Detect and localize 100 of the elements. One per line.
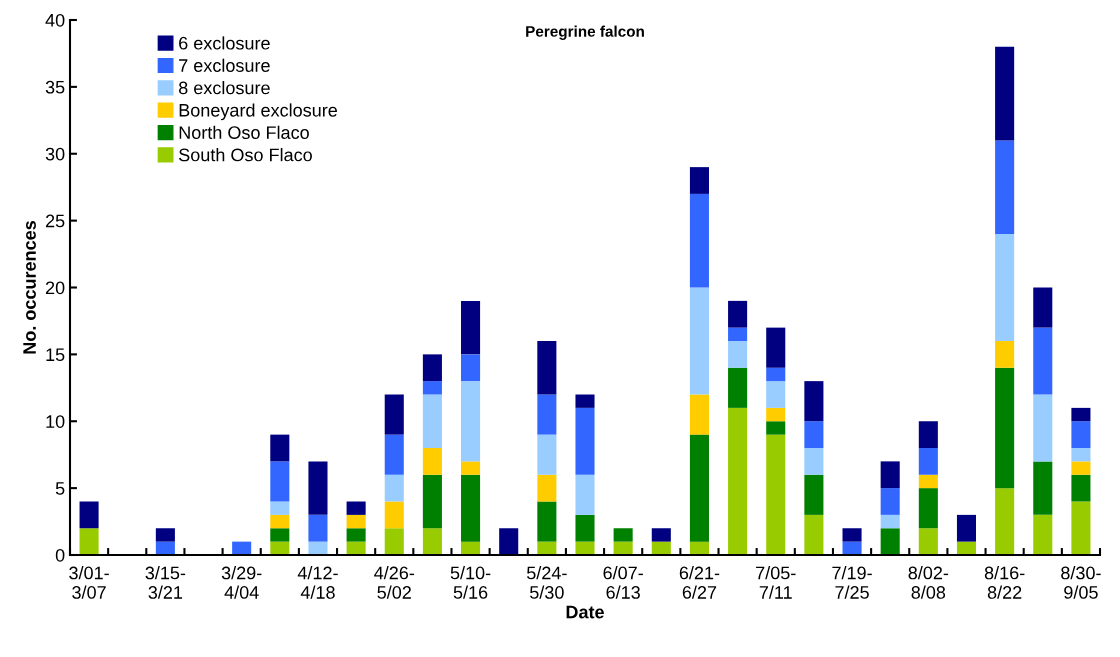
bar <box>308 541 328 555</box>
bar <box>384 394 404 435</box>
legend-label: North Oso Flaco <box>179 125 309 139</box>
x-tick-label: 3/29- 4/04 <box>221 566 262 599</box>
bar <box>575 474 595 515</box>
bar <box>728 407 748 555</box>
bar <box>995 234 1015 341</box>
bar <box>1071 421 1091 448</box>
bar <box>499 528 519 555</box>
bar <box>766 381 786 408</box>
bar <box>728 327 748 341</box>
bar <box>918 528 938 555</box>
bar <box>537 474 557 502</box>
bar <box>880 528 900 555</box>
bar <box>918 448 938 475</box>
bar <box>995 488 1015 555</box>
bar <box>1033 461 1053 515</box>
y-tick-label: 15 <box>46 348 65 362</box>
bar <box>575 541 595 555</box>
x-tick-label: 4/26- 5/02 <box>374 566 415 599</box>
bar <box>842 528 862 542</box>
bar <box>689 193 709 288</box>
bar <box>880 461 900 489</box>
chart-title: Peregrine falcon <box>526 25 644 40</box>
bar <box>537 394 557 435</box>
x-tick-label: 3/15- 3/21 <box>145 566 186 599</box>
y-tick-label: 25 <box>45 214 65 228</box>
x-tick-label: 5/10- 5/16 <box>450 566 491 599</box>
bar <box>766 327 786 368</box>
bar <box>537 501 557 542</box>
x-tick-label: 4/12- 4/18 <box>297 566 338 599</box>
bar <box>461 461 481 475</box>
bar <box>918 421 938 448</box>
legend-label: South Oso Flaco <box>179 148 312 162</box>
bar <box>689 394 709 435</box>
bar <box>1033 327 1053 395</box>
bar <box>270 514 290 529</box>
bar <box>880 488 900 515</box>
bar <box>1071 448 1091 462</box>
legend-label: 7 exclosure <box>179 58 270 72</box>
bar <box>766 367 786 382</box>
bar <box>384 474 404 502</box>
bar <box>1071 461 1091 475</box>
bar <box>956 514 977 542</box>
x-tick-label: 8/30- 9/05 <box>1061 566 1101 599</box>
bar <box>422 528 442 555</box>
x-tick-label: 3/01- 3/07 <box>69 566 109 599</box>
bar <box>651 528 671 542</box>
bar <box>766 421 786 435</box>
bar <box>346 514 366 529</box>
bar <box>728 300 748 328</box>
bar <box>880 514 900 529</box>
bar <box>422 448 442 475</box>
bar <box>461 474 481 542</box>
bar <box>308 461 328 515</box>
bar <box>575 514 595 542</box>
bar <box>1033 287 1053 328</box>
bar <box>575 407 595 475</box>
bar <box>270 528 290 542</box>
bar <box>995 341 1015 368</box>
bar <box>422 474 442 529</box>
bar <box>461 300 481 355</box>
bar <box>1071 501 1091 555</box>
y-tick-label: 30 <box>45 147 65 161</box>
bar <box>766 434 786 555</box>
bar <box>1033 514 1053 555</box>
bar <box>804 514 824 555</box>
bar <box>79 528 99 555</box>
bar <box>613 528 633 542</box>
bar <box>689 434 709 542</box>
bar <box>842 541 862 555</box>
x-tick-label: 5/24- 5/30 <box>527 566 567 599</box>
legend-label: 8 exclosure <box>179 81 270 95</box>
bar <box>422 381 442 395</box>
x-tick-label: 7/19- 7/25 <box>832 566 872 599</box>
bar <box>804 421 824 448</box>
bar <box>689 287 709 395</box>
x-tick-label: 8/16- 8/22 <box>984 566 1025 599</box>
bar <box>308 514 328 542</box>
bar <box>422 354 442 382</box>
bar <box>537 434 557 475</box>
bar <box>1071 474 1091 502</box>
bar <box>346 528 366 542</box>
bar <box>918 488 938 529</box>
bar <box>1033 394 1053 462</box>
bar <box>575 394 595 408</box>
bar <box>384 528 404 555</box>
bar <box>995 367 1015 489</box>
bar <box>728 367 748 408</box>
y-tick-label: 35 <box>45 80 65 94</box>
x-tick-label: 8/02- 8/08 <box>908 566 949 599</box>
y-tick-label: 10 <box>46 415 65 428</box>
bar <box>804 448 824 475</box>
bar <box>537 341 557 395</box>
y-axis-title: No. occurences <box>23 221 36 354</box>
bar <box>689 167 709 194</box>
x-tick-label: 6/07- 6/13 <box>603 566 643 599</box>
bar <box>270 434 290 462</box>
y-tick-label: 0 <box>55 548 65 562</box>
bar <box>384 501 404 529</box>
